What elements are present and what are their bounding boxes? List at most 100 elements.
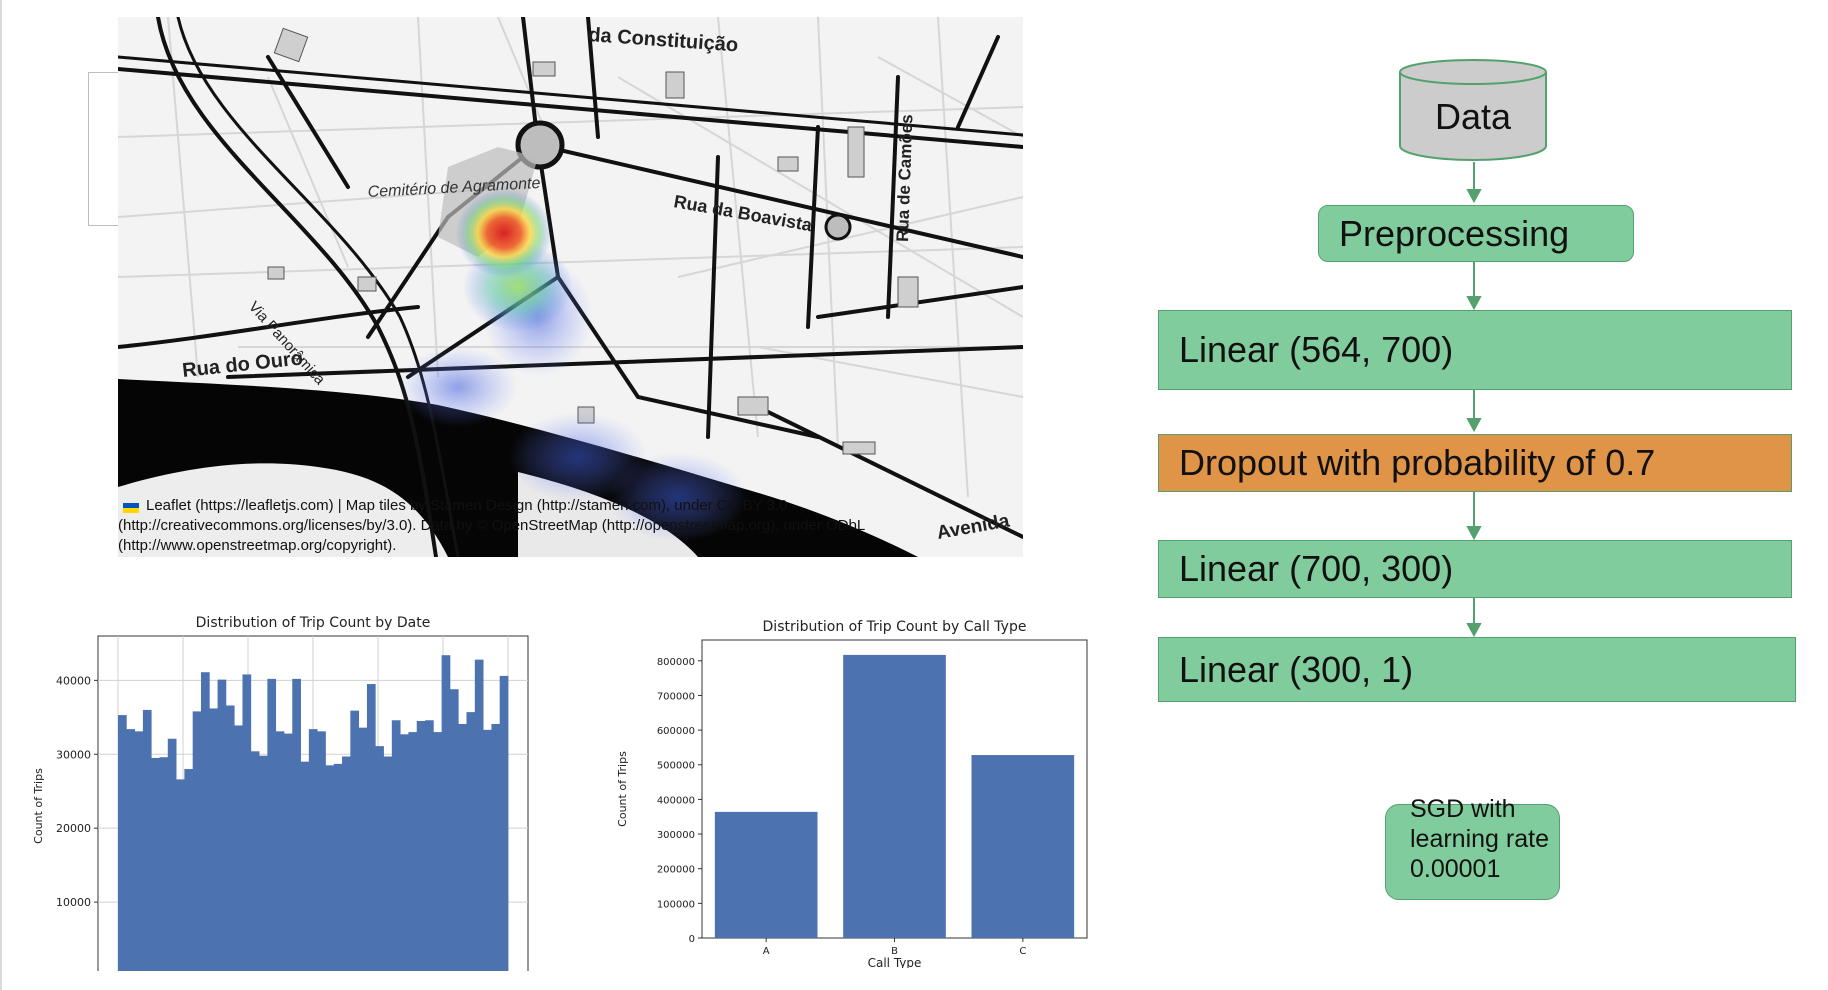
y-tick-label: 400000: [657, 795, 695, 806]
histogram-bar: [342, 756, 351, 976]
bar-c: [971, 755, 1075, 938]
ukraine-flag-icon: [123, 503, 139, 513]
histogram-bar: [283, 733, 293, 976]
south-bank: [118, 463, 448, 557]
y-tick-label: 100000: [657, 899, 695, 910]
histogram-bar: [366, 684, 376, 976]
linear3-label: Linear (300, 1): [1179, 648, 1414, 690]
linear3-box: Linear (300, 1): [1158, 637, 1796, 702]
histogram-bar: [217, 679, 227, 976]
histogram-bar: [200, 672, 210, 976]
histogram-bar: [474, 659, 484, 976]
preprocessing-box: Preprocessing: [1318, 205, 1634, 262]
histogram-bar: [458, 723, 467, 976]
y-tick-label: 30000: [56, 748, 91, 761]
histogram-bar: [209, 708, 218, 976]
bar-b: [843, 654, 946, 938]
major-roads: [118, 17, 1023, 557]
y-tick-label: 500000: [657, 761, 695, 772]
histogram-bar: [333, 763, 343, 976]
histogram-bar: [350, 710, 360, 976]
histogram-bar: [192, 711, 202, 976]
histogram-bar: [267, 678, 277, 976]
histogram-bar: [167, 738, 177, 976]
histogram-bar: [159, 757, 169, 976]
histogram-bar: [184, 769, 194, 976]
histogram-bar: [142, 709, 152, 976]
map-label-camoes: Rua de Camões: [893, 114, 916, 242]
y-tick-label: 0: [689, 934, 695, 945]
data-label: Data: [1434, 96, 1512, 137]
histogram-bar: [134, 731, 144, 976]
histogram-bar: [408, 732, 418, 976]
histogram-bar: [358, 727, 368, 976]
histogram-bar: [259, 755, 268, 976]
calltype-bar-svg: Distribution of Trip Count by Call Type 0…: [616, 619, 1088, 970]
y-tick-label: 20000: [56, 822, 91, 835]
histogram-bar: [225, 705, 235, 976]
database-icon: [1399, 59, 1547, 161]
histogram-bar: [151, 757, 160, 976]
histogram-bar: [250, 751, 260, 976]
histogram-bar: [400, 734, 409, 976]
histogram-bar: [325, 765, 335, 976]
chart-title: Distribution of Trip Count by Call Type: [763, 619, 1027, 635]
histogram-bar: [491, 723, 501, 976]
histogram-bar: [375, 746, 384, 976]
heat-blob-river: [508, 412, 648, 502]
histogram-bar: [234, 725, 243, 976]
roundabout-small: [824, 213, 852, 241]
y-tick-label: 600000: [657, 726, 695, 737]
x-axis-label: Call Type: [868, 956, 922, 968]
x-tick-label: A: [763, 946, 770, 957]
y-tick-label: 700000: [657, 691, 695, 702]
histogram-bar: [308, 729, 318, 976]
map-attribution-line3[interactable]: (http://www.openstreetmap.org/copyright)…: [118, 537, 397, 554]
histogram-bar: [176, 779, 185, 976]
map-attribution-line2[interactable]: (http://creativecommons.org/licenses/by/…: [118, 517, 866, 534]
optimizer-box: [1385, 804, 1560, 900]
bar-a: [714, 811, 818, 938]
histogram-bar: [483, 729, 492, 976]
histogram-bar: [126, 729, 135, 976]
dropout-label: Dropout with probability of 0.7: [1179, 442, 1656, 483]
y-tick-label: 300000: [657, 830, 695, 841]
x-tick-label: B: [891, 946, 898, 957]
y-tick-label: 40000: [56, 674, 91, 687]
chart-title: Distribution of Trip Count by Date: [196, 615, 431, 631]
date-histogram-svg: Distribution of Trip Count by Date010000…: [32, 615, 531, 990]
histogram-bar: [391, 720, 401, 976]
preprocessing-label: Preprocessing: [1339, 212, 1570, 254]
histogram-bar: [416, 721, 426, 976]
histogram-bar: [499, 675, 509, 976]
heat-blob-west: [398, 347, 518, 427]
date-histogram-chart: Distribution of Trip Count by Date010000…: [28, 596, 533, 990]
linear2-box: Linear (700, 300): [1158, 540, 1792, 598]
slide-left-edge: [0, 0, 2, 990]
y-tick-label: 800000: [657, 657, 695, 668]
heat-blob-river-2: [608, 452, 748, 542]
heatmap-map[interactable]: da Constituição Cemitério de Agramonte R…: [118, 17, 1023, 557]
histogram-bar: [383, 756, 393, 976]
y-tick-label: 200000: [657, 865, 695, 876]
y-tick-label: 10000: [56, 896, 91, 909]
linear1-label: Linear (564, 700): [1179, 329, 1454, 370]
histogram-bar: [449, 689, 459, 976]
histogram-bar: [292, 678, 301, 976]
linear2-label: Linear (700, 300): [1179, 548, 1454, 589]
optimizer-label: SGD with learning rate 0.00001: [1410, 795, 1549, 883]
y-axis-label: Count of Trips: [32, 768, 45, 844]
histogram-bar: [275, 731, 285, 976]
buildings: [267, 27, 919, 455]
histogram-bar: [118, 715, 127, 976]
histogram-bar: [242, 674, 252, 976]
map-canvas: da Constituição Cemitério de Agramonte R…: [118, 17, 1023, 557]
y-axis-label: Count of Trips: [616, 751, 629, 827]
histogram-bar: [425, 720, 434, 976]
histogram-bar: [466, 712, 476, 976]
linear1-box: Linear (564, 700): [1158, 310, 1792, 390]
histogram-bar: [300, 761, 310, 976]
histogram-bar: [433, 732, 443, 976]
map-attribution-line1[interactable]: Leaflet (https://leafletjs.com) | Map ti…: [146, 497, 788, 514]
